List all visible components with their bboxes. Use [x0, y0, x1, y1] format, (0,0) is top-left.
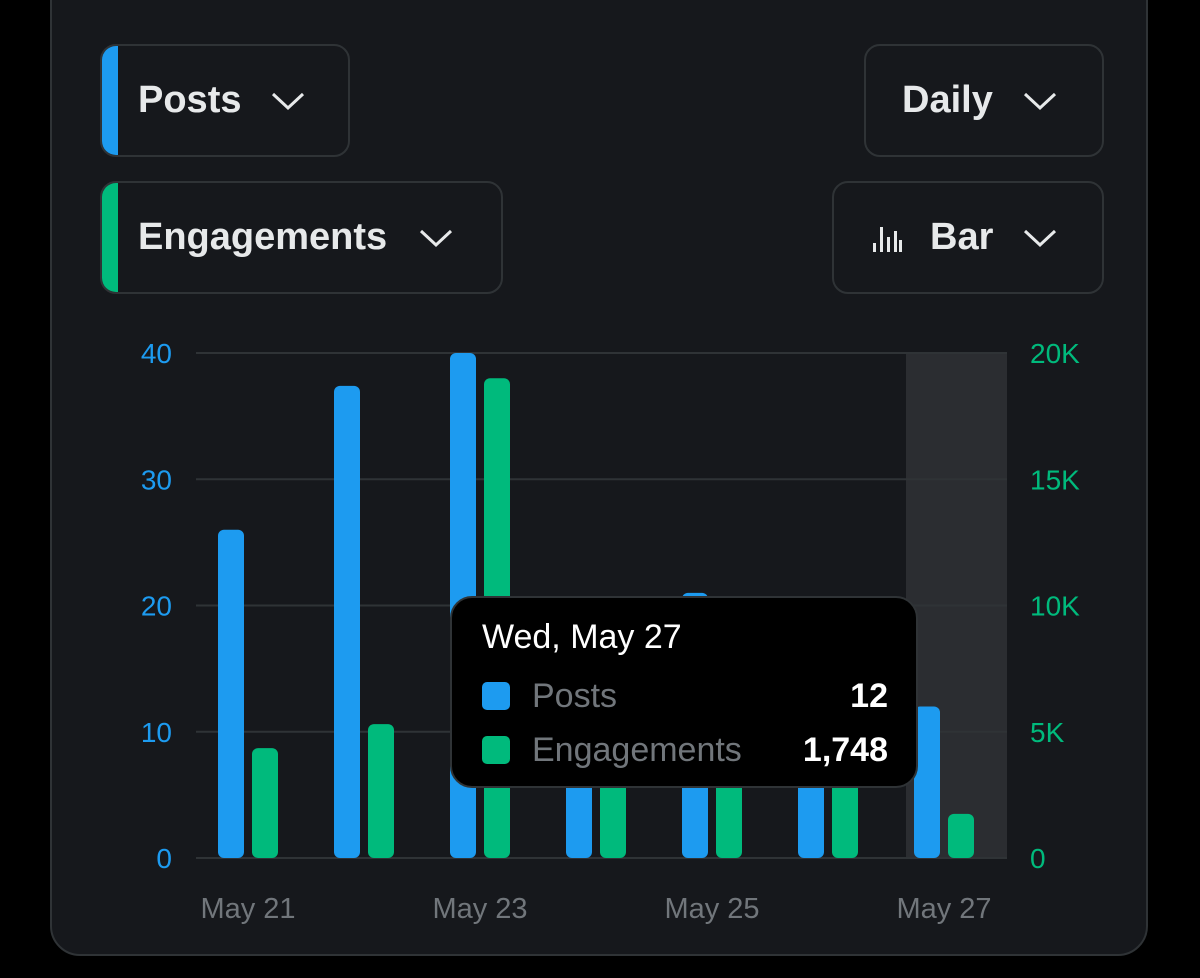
tooltip-series-name: Engagements	[532, 730, 742, 769]
metric1-dropdown[interactable]: Posts	[100, 44, 350, 157]
tooltip-series-name: Posts	[532, 676, 618, 715]
left-axis-tick-label: 40	[141, 338, 172, 369]
analytics-card: Posts Engagements Daily Bar 0 10 20 30 40 0 5K…	[50, 0, 1148, 956]
chart-type-dropdown[interactable]: Bar	[832, 181, 1104, 294]
x-axis-tick-label: May 25	[664, 893, 759, 925]
chevron-down-icon	[1024, 229, 1057, 247]
right-axis-tick-label: 0	[1030, 843, 1046, 874]
x-axis-tick-label: May 21	[200, 893, 295, 925]
left-axis-tick-label: 20	[141, 591, 172, 622]
bar-engagements	[832, 782, 858, 858]
bar-engagements	[368, 724, 394, 858]
bar-chart: 0 10 20 30 40 0 5K 10K 15K 20K May 21 May 23 May 25 M…	[141, 338, 1080, 925]
x-axis-tick-label: May 23	[432, 893, 527, 925]
interval-dropdown[interactable]: Daily	[864, 44, 1104, 157]
bar-posts	[218, 529, 244, 858]
bar-posts	[566, 769, 592, 858]
metric2-label: Engagements	[138, 216, 388, 258]
bar-engagements	[252, 748, 278, 858]
tooltip-series-value: 1,748	[802, 730, 888, 769]
metric2-dropdown[interactable]: Engagements	[100, 181, 503, 294]
chevron-down-icon	[272, 92, 305, 110]
left-axis-tick-label: 30	[141, 464, 172, 495]
chart-tooltip: Wed, May 27 Posts 12 Engagements 1,748	[450, 596, 918, 788]
right-axis-tick-label: 20K	[1030, 338, 1080, 369]
tooltip-row-posts: Posts 12	[482, 674, 888, 718]
bar-engagements	[716, 782, 742, 858]
left-axis-tick-label: 0	[156, 843, 172, 874]
left-axis-tick-label: 10	[141, 717, 172, 748]
right-axis-tick-label: 10K	[1030, 591, 1080, 622]
bar-posts	[334, 385, 360, 858]
bar-engagements	[600, 782, 626, 858]
tooltip-series-value: 12	[850, 676, 888, 715]
bar-chart-icon	[873, 226, 902, 252]
tooltip-swatch-engagements	[482, 736, 510, 764]
x-axis-tick-label: May 27	[896, 893, 991, 925]
tooltip-row-engagements: Engagements 1,748	[482, 728, 888, 772]
chevron-down-icon	[1023, 92, 1056, 110]
bar-engagements	[948, 813, 974, 858]
tooltip-swatch-posts	[482, 682, 510, 710]
metric1-label: Posts	[138, 79, 242, 121]
metric1-color-stripe	[102, 46, 118, 155]
interval-label: Daily	[902, 79, 993, 121]
chevron-down-icon	[420, 229, 453, 247]
chart-type-label: Bar	[930, 216, 994, 258]
bar-posts	[914, 706, 940, 858]
tooltip-date: Wed, May 27	[482, 618, 682, 656]
right-axis-tick-label: 5K	[1030, 717, 1065, 748]
metric2-color-stripe	[102, 183, 118, 292]
right-axis-tick-label: 15K	[1030, 464, 1080, 495]
